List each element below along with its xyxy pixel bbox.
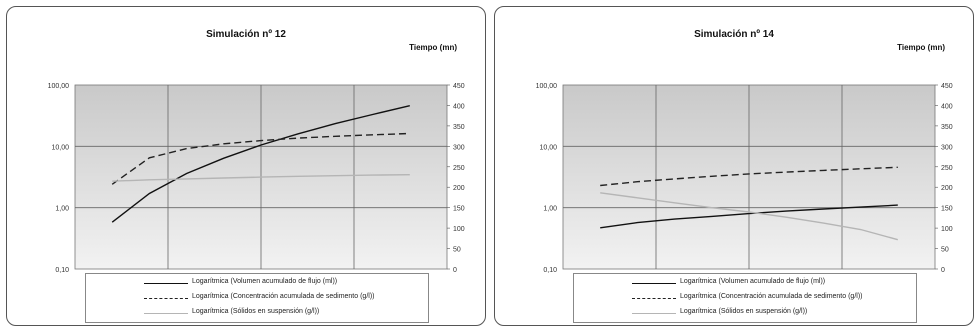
y2-tick-label: 450 [941,83,953,90]
y2-tick-label: 350 [941,124,953,131]
y2-tick-label: 50 [453,247,461,254]
y2-tick-label: 50 [941,247,949,254]
y2-tick-label: 300 [453,144,465,151]
legend: Logarítmica (Volumen acumulado de flujo … [85,273,429,323]
y2-tick-label: 150 [453,206,465,213]
y-tick-label: 10,00 [51,144,69,151]
y-tick-label: 100,00 [48,83,70,90]
y2-tick-label: 250 [941,165,953,172]
legend-swatch-grey [632,313,676,314]
legend-item: Logarítmica (Sólidos en suspensión (g/l)… [86,307,428,321]
y2-tick-label: 0 [941,267,945,274]
legend-swatch-grey [144,313,188,314]
legend-swatch-solid [632,283,676,284]
y2-tick-label: 100 [453,226,465,233]
legend-item: Logarítmica (Volumen acumulado de flujo … [86,277,428,291]
legend-label: Logarítmica (Concentración acumulada de … [680,293,863,300]
legend-swatch-solid [144,283,188,284]
legend-label: Logarítmica (Volumen acumulado de flujo … [192,278,338,285]
y2-tick-label: 250 [453,165,465,172]
legend-label: Logarítmica (Concentración acumulada de … [192,293,375,300]
right-axis-label: Tiempo (mn) [897,43,945,52]
legend-swatch-dashed [144,298,188,299]
legend-label: Logarítmica (Sólidos en suspensión (g/l)… [192,308,320,315]
series-line-1 [600,166,898,187]
legend: Logarítmica (Volumen acumulado de flujo … [573,273,917,323]
series-line-1 [111,132,410,185]
y2-tick-label: 200 [941,185,953,192]
y-tick-label: 10,00 [539,144,557,151]
y-tick-label: 1,00 [543,206,557,213]
chart-title: Simulación nº 12 [206,29,286,40]
series-line-2 [600,192,898,241]
y2-tick-label: 150 [941,206,953,213]
chart-panel-sim14: Simulación nº 14 Tiempo (mn) 100,00 10,00… [494,6,974,326]
series-line-2 [112,174,410,182]
y2-tick-label: 300 [941,144,953,151]
legend-item: Logarítmica (Volumen acumulado de flujo … [574,277,916,291]
y2-tick-label: 100 [941,226,953,233]
series-line-0 [111,105,410,223]
plot-area: 100,00 10,00 1,00 0,10 450 400 350 300 250 200 150… [536,83,953,274]
legend-label: Logarítmica (Volumen acumulado de flujo … [680,278,826,285]
right-axis-label: Tiempo (mn) [409,43,457,52]
y-tick-label: 1,00 [55,206,69,213]
chart-panel-sim12: Simulación nº 12 Tiempo (mn) 100,00 10,00… [6,6,486,326]
y2-tick-label: 450 [453,83,465,90]
y2-tick-label: 200 [453,185,465,192]
y-tick-label: 100,00 [536,83,558,90]
legend-item: Logarítmica (Concentración acumulada de … [86,292,428,306]
y-tick-label: 0,10 [55,267,69,274]
plot-area: 100,00 10,00 1,00 0,10 450 400 350 300 250 200 150… [48,83,465,274]
y2-tick-label: 0 [453,267,457,274]
y2-tick-label: 400 [941,103,953,110]
legend-label: Logarítmica (Sólidos en suspensión (g/l)… [680,308,808,315]
legend-item: Logarítmica (Sólidos en suspensión (g/l)… [574,307,916,321]
y-tick-label: 0,10 [543,267,557,274]
legend-swatch-dashed [632,298,676,299]
chart-title: Simulación nº 14 [694,29,774,40]
y2-tick-label: 350 [453,124,465,131]
y2-tick-label: 400 [453,103,465,110]
legend-item: Logarítmica (Concentración acumulada de … [574,292,916,306]
series-line-0 [600,204,898,229]
